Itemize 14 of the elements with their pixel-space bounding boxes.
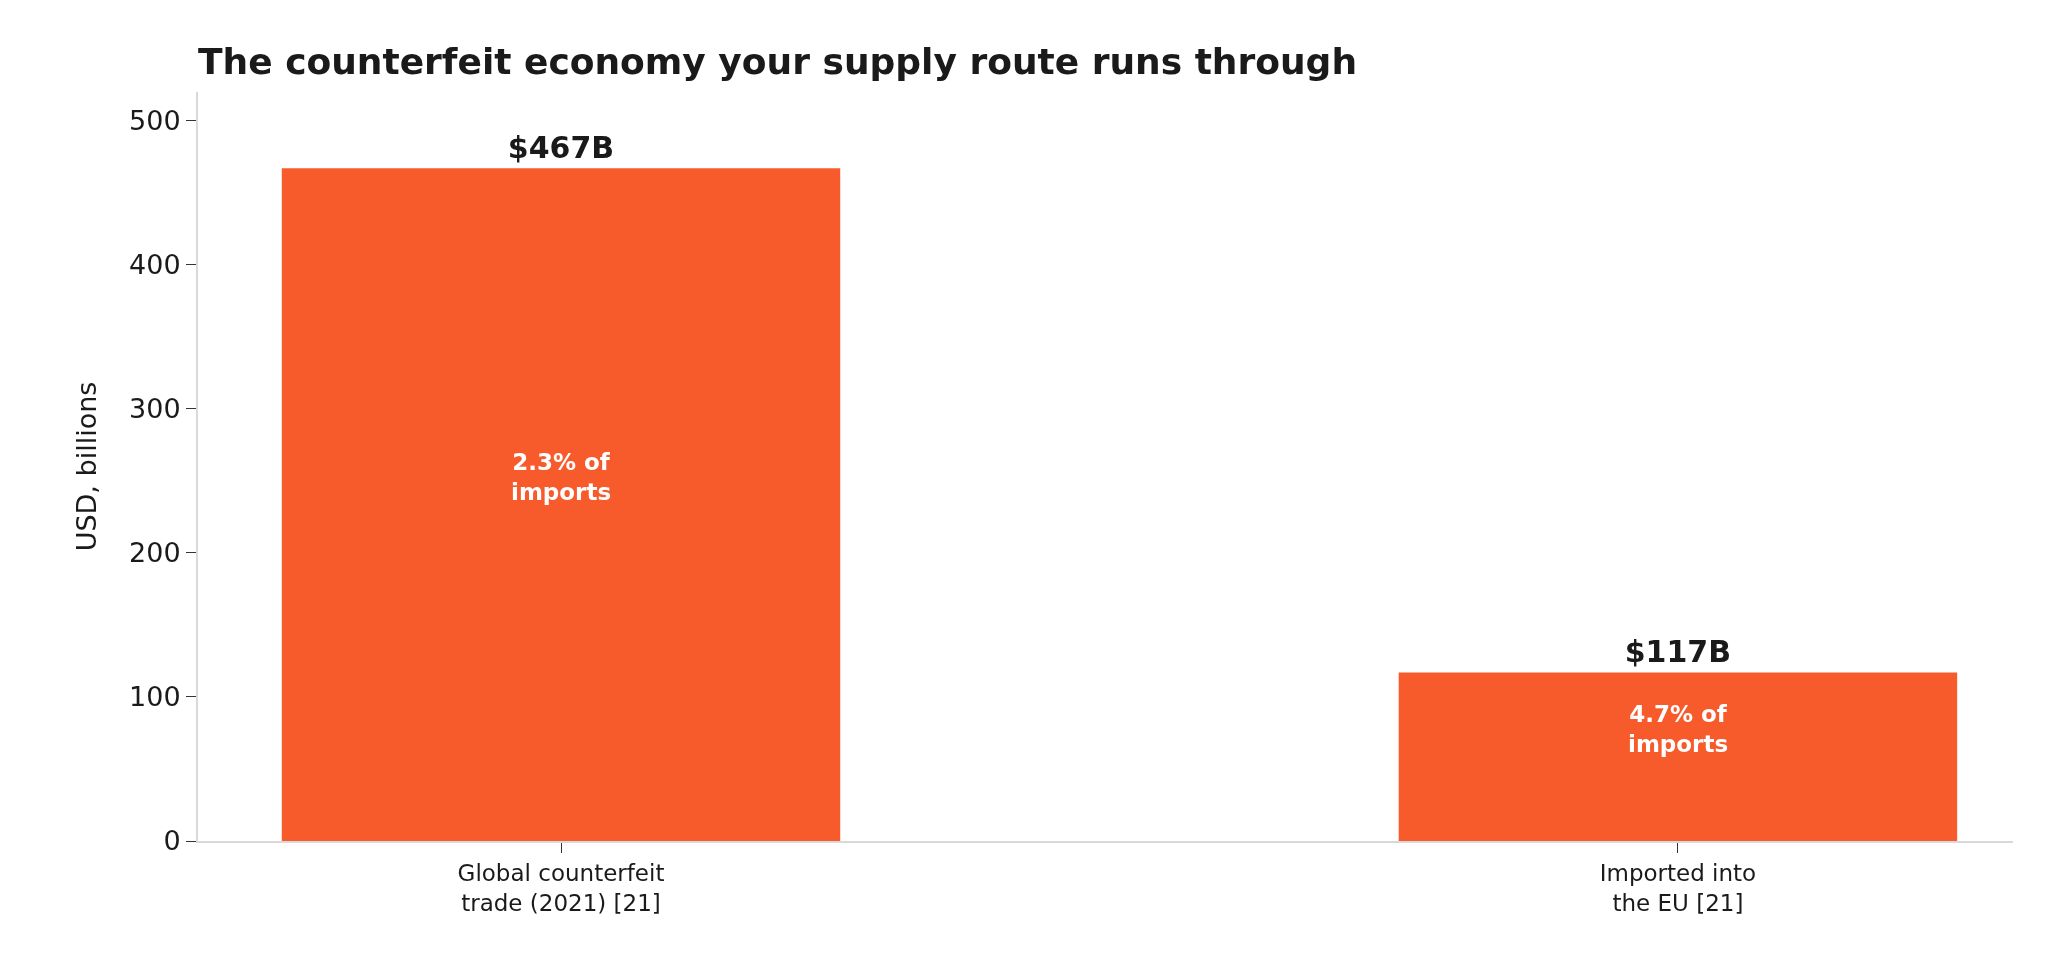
annotation: 4.7% of imports (1628, 701, 1729, 757)
x-tick-label: Global counterfeit trade (2021) [21] (457, 859, 665, 916)
y-tick-label: 0 (163, 825, 181, 857)
data-label: $467B (507, 130, 615, 166)
y-tick-label: 200 (129, 537, 181, 569)
x-tick-label: Imported into the EU [21] (1599, 859, 1757, 916)
annotation: 2.3% of imports (511, 449, 612, 505)
y-tick-label: 100 (129, 681, 181, 713)
y-tick-label: 500 (129, 105, 181, 137)
chart-title: The counterfeit economy your supply route runs through (198, 41, 1358, 83)
y-axis-title: USD, billions (70, 381, 102, 552)
y-tick-label: 300 (129, 393, 181, 425)
data-label: $117B (1624, 634, 1732, 670)
y-tick-label: 400 (129, 249, 181, 281)
